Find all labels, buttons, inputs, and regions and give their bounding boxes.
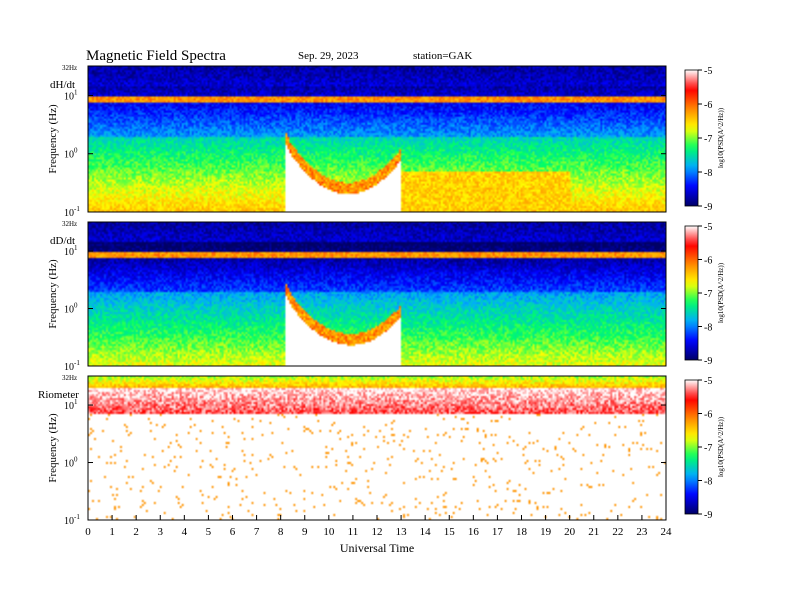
colorbar-tick-label: -5 <box>704 66 712 77</box>
y-axis-label: Frequency (Hz) <box>47 104 59 174</box>
colorbar-tick-label: -5 <box>704 222 712 233</box>
colorbar-gradient <box>684 225 699 361</box>
y-tick-label: 10-1 <box>64 205 80 219</box>
y-tick-label: 10-1 <box>64 359 80 373</box>
colorbar-tick-label: -8 <box>704 168 712 179</box>
x-tick-label: 18 <box>516 526 528 538</box>
x-tick-label: 0 <box>85 526 91 538</box>
colorbar-label: log10(PSD(A^2/Hz)) <box>717 107 725 168</box>
panel-frame <box>87 221 667 367</box>
x-tick-label: 4 <box>182 526 188 538</box>
x-tick-label: 1 <box>109 526 115 538</box>
x-tick-label: 24 <box>661 526 673 538</box>
colorbar-tick-label: -9 <box>704 356 712 367</box>
x-tick-label: 22 <box>612 526 623 538</box>
colorbar-tick-label: -8 <box>704 323 712 334</box>
x-tick-label: 17 <box>492 526 504 538</box>
x-tick-label: 13 <box>396 526 408 538</box>
y-top-label: 32Hz <box>62 64 77 72</box>
x-axis-label: Universal Time <box>340 541 414 555</box>
y-tick-label: 10-1 <box>64 513 80 527</box>
panel-label: Riometer <box>38 389 79 401</box>
colorbar: -5 -6 -7 -8 -9 log10(PSD(A^2/Hz)) <box>684 66 725 213</box>
x-tick-label: 7 <box>254 526 260 538</box>
x-tick-label: 14 <box>420 526 432 538</box>
figure-date: Sep. 29, 2023 <box>298 50 359 62</box>
spectrogram-image <box>88 222 666 366</box>
x-tick-label: 16 <box>468 526 480 538</box>
y-top-label: 32Hz <box>62 374 77 382</box>
x-tick-label: 2 <box>133 526 139 538</box>
colorbar-gradient <box>684 379 699 515</box>
x-tick-label: 19 <box>540 526 552 538</box>
colorbar-tick-label: -9 <box>704 202 712 213</box>
x-tick-label: 23 <box>636 526 648 538</box>
colorbar-tick-label: -7 <box>704 134 712 145</box>
y-tick-label: 101 <box>64 244 78 258</box>
x-tick-label: 20 <box>564 526 576 538</box>
x-tick-label: 15 <box>444 526 456 538</box>
x-tick-label: 9 <box>302 526 308 538</box>
panel-label: dH/dt <box>50 79 75 91</box>
colorbar-label: log10(PSD(A^2/Hz)) <box>717 262 725 323</box>
time-axis: Universal Time 0 1 2 3 4 5 6 7 8 9 10 11 12 13 14 15 16 1… <box>85 515 672 555</box>
y-tick-label: 100 <box>64 147 78 161</box>
colorbar-label: log10(PSD(A^2/Hz)) <box>717 416 725 477</box>
y-axis-label: Frequency (Hz) <box>47 413 59 483</box>
panel-frame <box>87 65 667 213</box>
y-tick-label: 101 <box>64 88 78 102</box>
colorbar-tick-label: -7 <box>704 289 712 300</box>
colorbar-tick-label: -8 <box>704 477 712 488</box>
x-tick-label: 21 <box>588 526 599 538</box>
y-tick-label: 100 <box>64 302 78 316</box>
x-tick-label: 3 <box>158 526 164 538</box>
y-tick-label: 100 <box>64 456 78 470</box>
x-tick-label: 6 <box>230 526 236 538</box>
x-tick-label: 8 <box>278 526 284 538</box>
colorbar-tick-label: -7 <box>704 443 712 454</box>
station-label: station=GAK <box>413 50 472 62</box>
spectrogram-image <box>88 376 666 520</box>
colorbar-tick-label: -9 <box>704 510 712 521</box>
colorbar: -5 -6 -7 -8 -9 log10(PSD(A^2/Hz)) <box>684 376 725 521</box>
panel-3: Riometer 32Hz Frequency (Hz) 10-1 100 101 -5 -6… <box>38 374 725 527</box>
colorbar-tick-label: -5 <box>704 376 712 387</box>
x-tick-label: 11 <box>348 526 359 538</box>
colorbar-tick-label: -6 <box>704 100 712 111</box>
figure-title: Magnetic Field Spectra <box>86 48 226 64</box>
x-tick-label: 5 <box>206 526 212 538</box>
colorbar-gradient <box>684 69 699 207</box>
x-tick-label: 12 <box>372 526 383 538</box>
colorbar-tick-label: -6 <box>704 410 712 421</box>
y-tick-label: 101 <box>64 398 78 412</box>
colorbar: -5 -6 -7 -8 -9 log10(PSD(A^2/Hz)) <box>684 222 725 367</box>
y-top-label: 32Hz <box>62 220 77 228</box>
spectrogram-image <box>88 66 666 212</box>
y-axis-label: Frequency (Hz) <box>47 259 59 329</box>
colorbar-tick-label: -6 <box>704 256 712 267</box>
x-tick-label: 10 <box>323 526 335 538</box>
panel-label: dD/dt <box>50 235 75 247</box>
